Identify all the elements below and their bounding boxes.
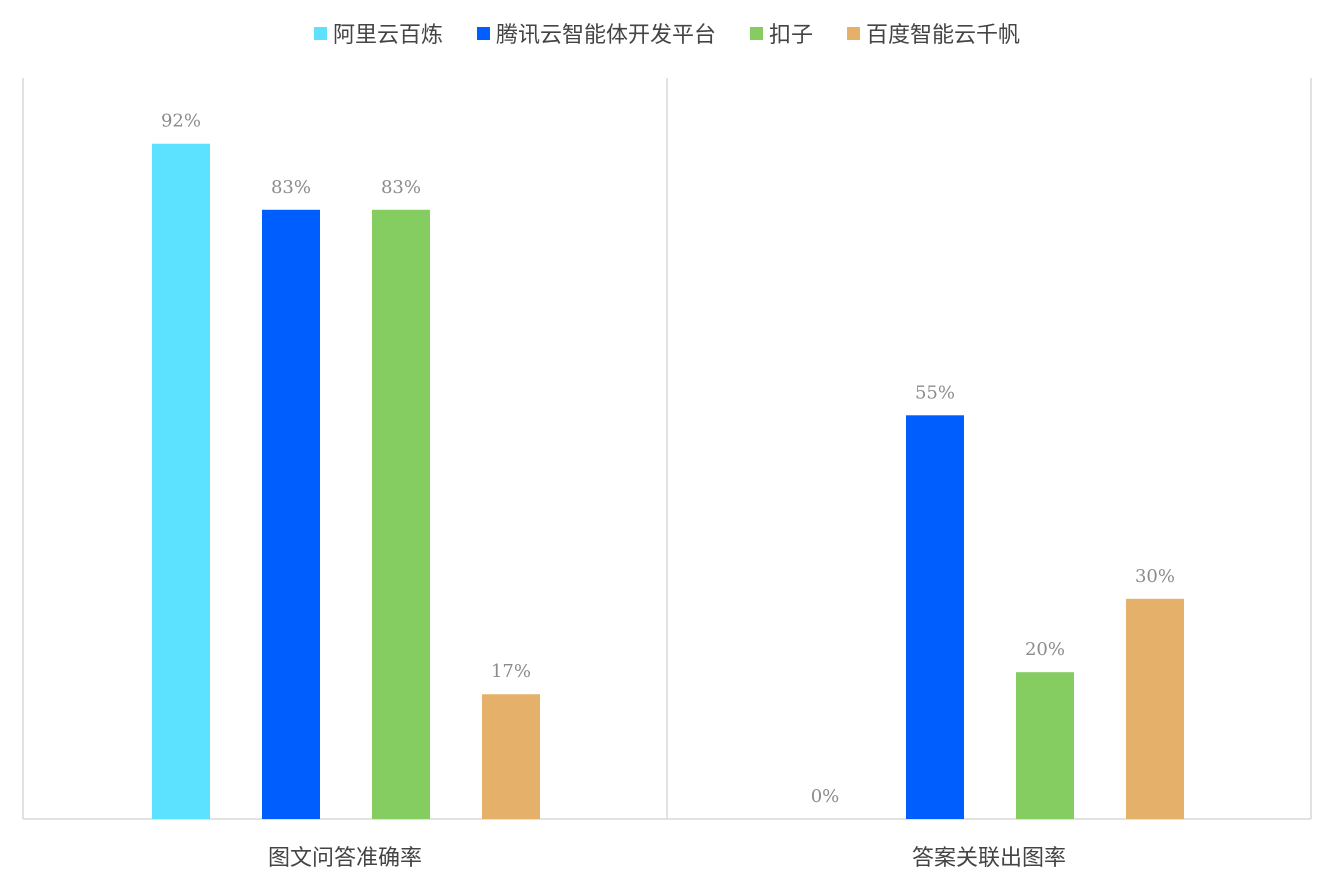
data-label: 92%	[161, 111, 201, 132]
plot-frame	[22, 78, 1312, 820]
data-label: 20%	[1025, 639, 1065, 660]
legend-label: 腾讯云智能体开发平台	[496, 23, 716, 48]
legend-item: 阿里云百炼	[313, 23, 443, 48]
data-label: 0%	[811, 786, 840, 807]
bar	[1126, 598, 1184, 819]
legend-swatch	[476, 27, 490, 40]
category-label: 图文问答准确率	[268, 846, 422, 871]
data-label: 83%	[271, 177, 311, 198]
legend-label: 百度智能云千帆	[866, 23, 1020, 48]
legend-swatch	[847, 27, 861, 40]
legend-label: 扣子	[769, 23, 813, 48]
legend: 阿里云百炼 腾讯云智能体开发平台 扣子 百度智能云千帆	[313, 23, 1020, 48]
data-label: 17%	[491, 661, 531, 682]
category-label: 答案关联出图率	[912, 846, 1066, 871]
data-label: 30%	[1135, 566, 1175, 587]
bar	[262, 209, 320, 819]
legend-item: 腾讯云智能体开发平台	[476, 23, 716, 48]
legend-item: 扣子	[750, 23, 813, 48]
bar	[152, 143, 210, 820]
bars	[152, 143, 1184, 820]
legend-label: 阿里云百炼	[333, 23, 443, 48]
bar	[482, 694, 540, 819]
category-labels: 图文问答准确率 答案关联出图率	[268, 846, 1066, 871]
legend-item: 百度智能云千帆	[847, 23, 1020, 48]
data-label: 55%	[915, 382, 955, 403]
bar	[1016, 672, 1074, 819]
bar	[906, 415, 964, 819]
legend-swatch	[313, 27, 327, 40]
bar	[372, 209, 430, 819]
data-label: 83%	[381, 177, 421, 198]
data-labels: 92% 83% 83% 17% 0% 55% 20% 30%	[161, 111, 1175, 807]
legend-swatch	[750, 27, 763, 40]
